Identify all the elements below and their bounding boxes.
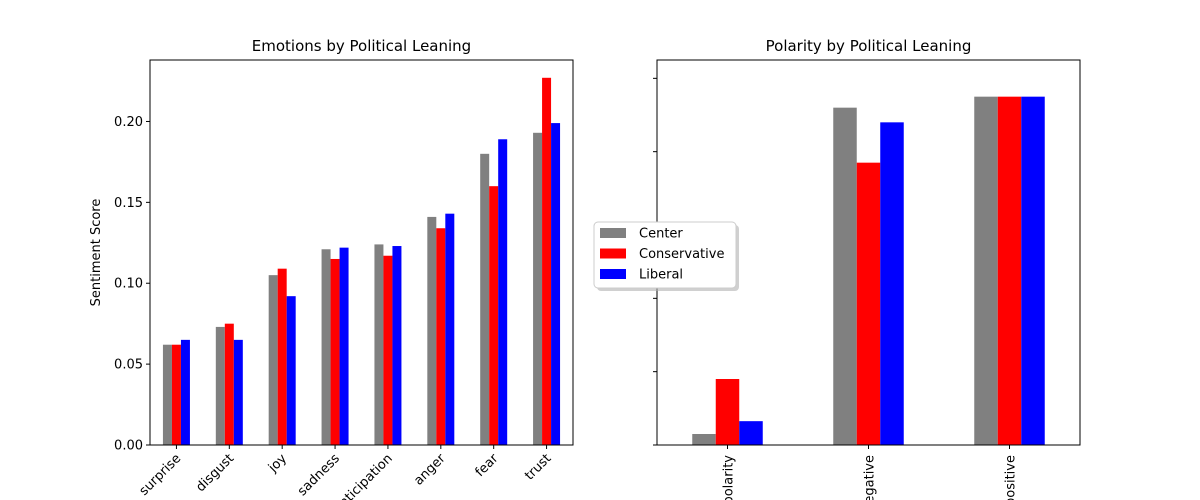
x-tick-label-surprise: surprise (137, 451, 185, 499)
polarity-chart-title: Polarity by Political Leaning (766, 37, 972, 55)
legend-entries: Center Conservative Liberal (600, 227, 724, 283)
bar-conservative-negative (856, 162, 881, 445)
bar-liberal-sadness (339, 247, 349, 445)
bar-liberal-polarity (739, 421, 763, 445)
bar-conservative-joy (277, 268, 287, 445)
bar-conservative-positive (997, 96, 1022, 446)
legend-label-liberal: Liberal (639, 268, 683, 283)
emotions-chart-ylabel: Sentiment Score (89, 199, 104, 307)
bar-center-negative (833, 107, 857, 446)
legend-swatch-liberal (600, 269, 626, 279)
x-tick-label-sadness: sadness (295, 451, 343, 499)
emotions-axes-frame (149, 59, 574, 446)
legend-swatch-conservative (600, 248, 626, 259)
y-tick-label: 0.15 (114, 196, 143, 211)
bar-center-joy (268, 275, 278, 445)
y-tick-label: 0.05 (114, 358, 143, 373)
legend-label-center: Center (639, 227, 683, 242)
bar-liberal-anger (445, 213, 455, 445)
bar-center-trust (533, 132, 543, 445)
x-tick-label-positive: positive (1004, 455, 1019, 500)
bar-conservative-trust (542, 77, 552, 445)
bar-center-sadness (321, 249, 331, 445)
polarity-x-ticks: polarity negative positive (722, 445, 1019, 500)
bar-liberal-negative (880, 122, 904, 445)
x-tick-label-polarity: polarity (722, 455, 737, 500)
bar-liberal-positive (1021, 96, 1045, 446)
x-tick-label-joy: joy (265, 451, 290, 476)
bar-liberal-trust (551, 123, 561, 446)
bar-conservative-surprise (171, 344, 181, 445)
emotions-chart-title: Emotions by Political Leaning (252, 37, 471, 55)
x-tick-label-anticipation: anticipation (331, 451, 396, 500)
legend: Center Conservative Liberal (593, 221, 739, 291)
bar-center-fear (480, 153, 490, 445)
bar-center-disgust (215, 326, 225, 445)
bar-conservative-anticipation (383, 255, 393, 445)
emotions-bars (162, 77, 561, 446)
bar-liberal-surprise (180, 339, 190, 445)
bar-liberal-fear (498, 139, 508, 445)
legend-box (593, 221, 737, 289)
bar-center-anger (427, 216, 437, 445)
bar-center-surprise (162, 344, 172, 445)
polarity-chart: Polarity by Political Leaning polarity ne… (653, 37, 1081, 500)
y-tick-label: 0.10 (114, 277, 143, 292)
bar-conservative-disgust (224, 323, 234, 445)
x-tick-label-disgust: disgust (193, 451, 237, 495)
x-tick-label-fear: fear (473, 451, 502, 480)
x-tick-label-negative: negative (863, 455, 878, 500)
bar-liberal-joy (286, 296, 296, 445)
bar-conservative-anger (436, 228, 446, 445)
y-tick-label: 0.00 (114, 439, 143, 454)
x-tick-label-trust: trust (522, 451, 554, 483)
polarity-bars (692, 96, 1045, 446)
y-tick-label: 0.20 (114, 115, 143, 130)
bar-center-polarity (692, 434, 716, 445)
bar-conservative-polarity (715, 379, 740, 445)
x-tick-label-anger: anger (411, 451, 449, 489)
legend-swatch-center (600, 228, 626, 238)
bar-conservative-fear (489, 186, 499, 446)
legend-label-conservative: Conservative (639, 247, 724, 262)
bar-conservative-sadness (330, 258, 340, 445)
bar-center-positive (974, 96, 998, 446)
bar-center-anticipation (374, 244, 384, 445)
emotions-chart: Emotions by Political Leaning Sentiment … (89, 37, 574, 500)
bar-liberal-anticipation (392, 246, 402, 445)
emotions-y-ticks: 0.00 0.05 0.10 0.15 0.20 (114, 115, 150, 454)
bar-liberal-disgust (233, 339, 243, 445)
